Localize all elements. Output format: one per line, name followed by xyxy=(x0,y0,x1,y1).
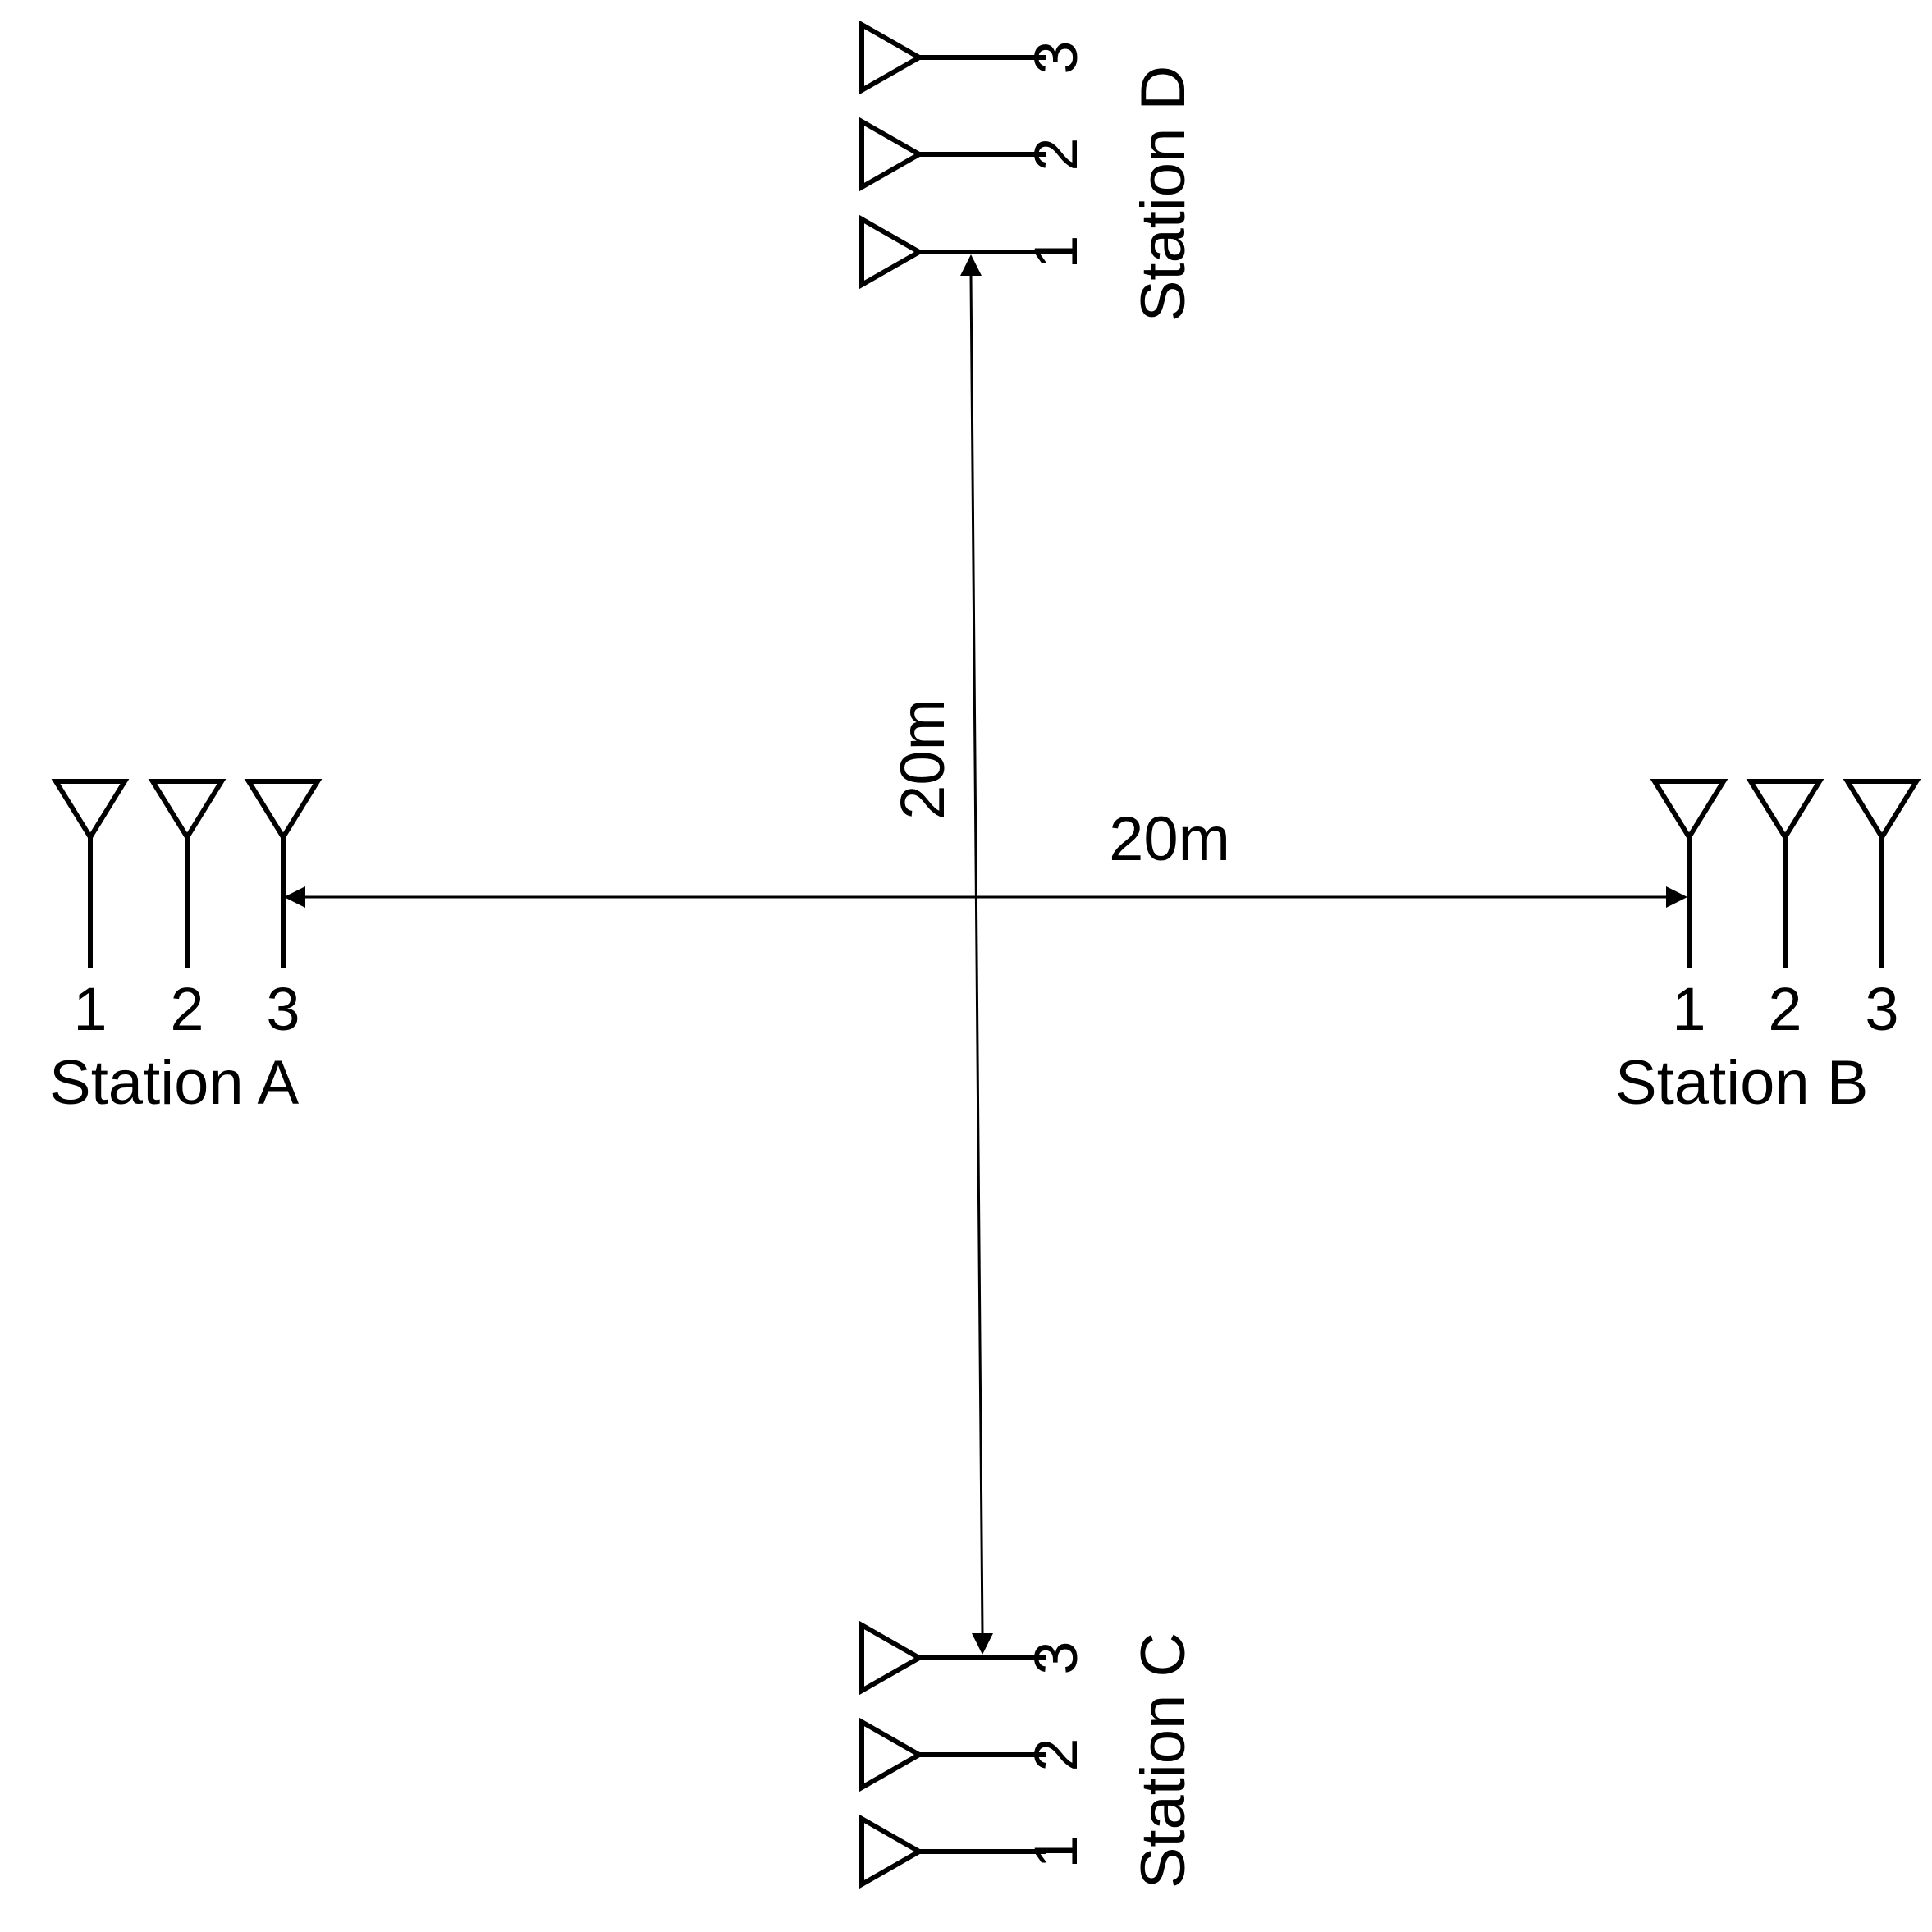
vertical-dimension-line xyxy=(969,275,984,1634)
horizontal-dimension: 20m xyxy=(284,804,1687,908)
station-d-antenna-2: 2 xyxy=(859,117,1090,192)
antenna-icon xyxy=(148,779,227,842)
antenna-icon xyxy=(859,20,925,95)
arrow-up-icon xyxy=(960,254,982,276)
station-a-antenna-1: 1 xyxy=(51,779,130,1043)
station-c-antenna-2-number: 2 xyxy=(1022,1737,1090,1771)
station-b-antenna-2-number: 2 xyxy=(1768,975,1802,1043)
antenna-icon xyxy=(859,117,925,192)
station-d-antenna-3-number: 3 xyxy=(1022,40,1090,74)
antenna-icon xyxy=(244,779,323,842)
station-b-antenna-1-number: 1 xyxy=(1672,975,1705,1043)
station-b-antenna-3: 3 xyxy=(1843,779,1921,1043)
station-c-antenna-3: 3 xyxy=(859,1620,1090,1696)
station-d-antenna-3: 3 xyxy=(859,20,1090,95)
station-d-antenna-2-number: 2 xyxy=(1022,137,1090,171)
antenna-icon xyxy=(859,1620,925,1696)
station-d-antenna-1: 1 xyxy=(859,214,1090,290)
station-b: 1 2 3 Station B xyxy=(1615,779,1921,1118)
station-d-label: Station D xyxy=(1129,66,1198,323)
station-a-antenna-3-number: 3 xyxy=(266,975,300,1043)
station-a-antenna-3: 3 xyxy=(244,779,323,1043)
station-b-antenna-1: 1 xyxy=(1650,779,1728,1043)
station-a: 1 2 3 Station A xyxy=(49,779,323,1118)
station-c-antenna-1: 1 xyxy=(859,1814,1090,1889)
station-b-label: Station B xyxy=(1615,1048,1868,1118)
horizontal-dimension-label: 20m xyxy=(1109,804,1230,874)
antenna-icon xyxy=(859,214,925,290)
station-d-antenna-1-number: 1 xyxy=(1022,235,1090,268)
antenna-icon xyxy=(51,779,130,842)
station-a-antenna-1-number: 1 xyxy=(73,975,107,1043)
station-c-antenna-2: 2 xyxy=(859,1717,1090,1792)
arrow-right-icon xyxy=(1666,886,1687,908)
antenna-icon xyxy=(1746,779,1824,842)
station-c-label: Station C xyxy=(1129,1632,1198,1889)
station-a-antenna-2: 2 xyxy=(148,779,227,1043)
station-c-antenna-3-number: 3 xyxy=(1022,1641,1090,1674)
antenna-icon xyxy=(1843,779,1921,842)
station-b-antenna-3-number: 3 xyxy=(1865,975,1898,1043)
station-a-label: Station A xyxy=(49,1048,300,1118)
station-c-antenna-1-number: 1 xyxy=(1022,1834,1090,1868)
vertical-dimension: 20m xyxy=(888,254,993,1655)
vertical-dimension-label: 20m xyxy=(888,698,958,820)
antenna-icon xyxy=(859,1717,925,1792)
antenna-icon xyxy=(1650,779,1728,842)
station-b-antenna-2: 2 xyxy=(1746,779,1824,1043)
station-d: 3 2 1 Station D xyxy=(859,20,1198,323)
arrow-left-icon xyxy=(284,886,305,908)
antenna-icon xyxy=(859,1814,925,1889)
station-c: 3 2 1 Station C xyxy=(859,1620,1198,1889)
arrow-down-icon xyxy=(972,1633,993,1655)
station-a-antenna-2-number: 2 xyxy=(170,975,204,1043)
